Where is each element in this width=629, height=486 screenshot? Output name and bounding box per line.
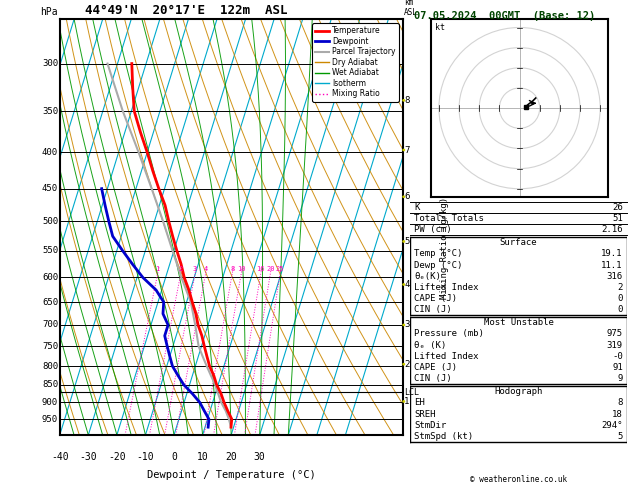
Text: 3: 3 bbox=[193, 266, 198, 272]
Text: 4: 4 bbox=[204, 266, 208, 272]
Text: 319: 319 bbox=[606, 341, 623, 349]
Text: Temp (°C): Temp (°C) bbox=[415, 249, 463, 258]
Text: 6: 6 bbox=[404, 192, 409, 201]
Text: Hodograph: Hodograph bbox=[494, 387, 543, 396]
Text: Mixing Ratio (g/kg): Mixing Ratio (g/kg) bbox=[440, 197, 449, 299]
Text: 0: 0 bbox=[618, 294, 623, 303]
Text: 7: 7 bbox=[404, 145, 409, 155]
Text: 750: 750 bbox=[42, 342, 58, 351]
Text: -20: -20 bbox=[108, 451, 126, 462]
Text: 10: 10 bbox=[237, 266, 245, 272]
Text: 30: 30 bbox=[254, 451, 265, 462]
Text: 350: 350 bbox=[42, 106, 58, 116]
Text: Most Unstable: Most Unstable bbox=[484, 318, 554, 327]
Text: PW (cm): PW (cm) bbox=[415, 225, 452, 234]
Text: 07.05.2024  00GMT  (Base: 12): 07.05.2024 00GMT (Base: 12) bbox=[414, 11, 595, 21]
Text: 300: 300 bbox=[42, 59, 58, 68]
Text: km
ASL: km ASL bbox=[404, 0, 418, 17]
Text: CAPE (J): CAPE (J) bbox=[415, 363, 457, 372]
Text: 0: 0 bbox=[618, 305, 623, 314]
Text: 600: 600 bbox=[42, 273, 58, 282]
Text: θₑ (K): θₑ (K) bbox=[415, 341, 447, 349]
Text: 25: 25 bbox=[276, 266, 284, 272]
Text: 1: 1 bbox=[404, 397, 409, 406]
Text: Lifted Index: Lifted Index bbox=[415, 352, 479, 361]
Text: 950: 950 bbox=[42, 415, 58, 424]
Text: StmSpd (kt): StmSpd (kt) bbox=[415, 432, 474, 441]
Text: -10: -10 bbox=[136, 451, 154, 462]
Text: 850: 850 bbox=[42, 381, 58, 389]
Text: 4: 4 bbox=[404, 280, 409, 289]
Text: 1: 1 bbox=[155, 266, 160, 272]
Text: 2: 2 bbox=[404, 360, 409, 369]
Text: -0: -0 bbox=[612, 352, 623, 361]
Text: CAPE (J): CAPE (J) bbox=[415, 294, 457, 303]
Text: 44°49'N  20°17'E  122m  ASL: 44°49'N 20°17'E 122m ASL bbox=[86, 4, 288, 17]
Text: 8: 8 bbox=[230, 266, 235, 272]
Text: K: K bbox=[415, 203, 420, 212]
Text: 0: 0 bbox=[171, 451, 177, 462]
Text: CIN (J): CIN (J) bbox=[415, 374, 452, 383]
Text: 26: 26 bbox=[612, 203, 623, 212]
Text: 8: 8 bbox=[404, 96, 409, 105]
Text: 51: 51 bbox=[612, 214, 623, 223]
Text: 11.1: 11.1 bbox=[601, 260, 623, 270]
Text: Lifted Index: Lifted Index bbox=[415, 283, 479, 292]
Text: EH: EH bbox=[415, 399, 425, 407]
Legend: Temperature, Dewpoint, Parcel Trajectory, Dry Adiabat, Wet Adiabat, Isotherm, Mi: Temperature, Dewpoint, Parcel Trajectory… bbox=[313, 23, 399, 102]
Text: © weatheronline.co.uk: © weatheronline.co.uk bbox=[470, 474, 567, 484]
Text: 975: 975 bbox=[606, 330, 623, 338]
Text: SREH: SREH bbox=[415, 410, 436, 418]
Text: 800: 800 bbox=[42, 362, 58, 371]
Text: 700: 700 bbox=[42, 320, 58, 330]
Text: 2: 2 bbox=[618, 283, 623, 292]
Text: 5: 5 bbox=[618, 432, 623, 441]
Text: 400: 400 bbox=[42, 148, 58, 157]
Text: 316: 316 bbox=[606, 272, 623, 281]
Text: 450: 450 bbox=[42, 184, 58, 193]
Text: Dewp (°C): Dewp (°C) bbox=[415, 260, 463, 270]
Text: 20: 20 bbox=[225, 451, 237, 462]
Text: Pressure (mb): Pressure (mb) bbox=[415, 330, 484, 338]
Text: θₑ(K): θₑ(K) bbox=[415, 272, 442, 281]
Text: hPa: hPa bbox=[40, 7, 58, 17]
Text: Totals Totals: Totals Totals bbox=[415, 214, 484, 223]
Text: 650: 650 bbox=[42, 297, 58, 307]
Text: kt: kt bbox=[435, 22, 445, 32]
Text: Surface: Surface bbox=[500, 238, 537, 247]
Text: StmDir: StmDir bbox=[415, 421, 447, 430]
Text: -40: -40 bbox=[51, 451, 69, 462]
Text: 20: 20 bbox=[266, 266, 275, 272]
Text: 500: 500 bbox=[42, 217, 58, 226]
Text: 9: 9 bbox=[618, 374, 623, 383]
Text: 18: 18 bbox=[612, 410, 623, 418]
Text: 16: 16 bbox=[257, 266, 265, 272]
Text: LCL: LCL bbox=[404, 387, 420, 397]
Text: 900: 900 bbox=[42, 398, 58, 407]
Text: CIN (J): CIN (J) bbox=[415, 305, 452, 314]
Text: 294°: 294° bbox=[601, 421, 623, 430]
Text: 2: 2 bbox=[179, 266, 183, 272]
Text: 550: 550 bbox=[42, 246, 58, 255]
Text: 3: 3 bbox=[404, 320, 409, 330]
Text: 10: 10 bbox=[197, 451, 208, 462]
Text: 8: 8 bbox=[618, 399, 623, 407]
Text: 19.1: 19.1 bbox=[601, 249, 623, 258]
Text: 5: 5 bbox=[404, 237, 409, 246]
Text: 91: 91 bbox=[612, 363, 623, 372]
Text: Dewpoint / Temperature (°C): Dewpoint / Temperature (°C) bbox=[147, 470, 316, 480]
Text: -30: -30 bbox=[79, 451, 97, 462]
Text: 2.16: 2.16 bbox=[601, 225, 623, 234]
